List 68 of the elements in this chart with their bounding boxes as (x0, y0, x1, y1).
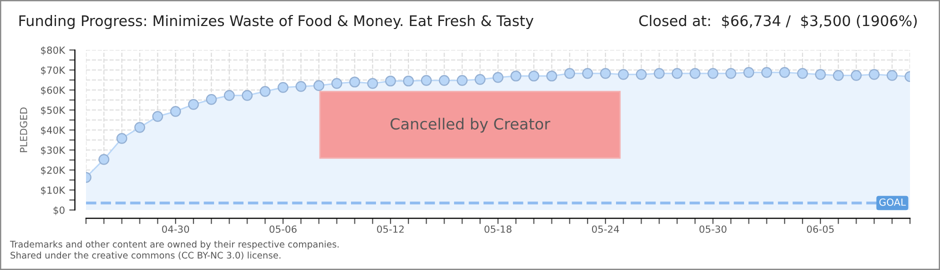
point (510, 70, 522, 82)
point (779, 66, 790, 78)
point (492, 72, 504, 83)
point (170, 106, 181, 117)
y-tick-label: $80K (41, 46, 66, 56)
point (278, 82, 288, 93)
point (832, 70, 844, 81)
y-tick-label: $40K (41, 126, 66, 136)
y-tick-label: $10K (41, 186, 66, 196)
point (456, 74, 468, 86)
x-tick-label: 05-06 (270, 225, 297, 233)
point (260, 86, 271, 97)
x-tick-label: 06-05 (806, 225, 834, 233)
ref-line-label: GOAL (879, 198, 906, 206)
point (474, 74, 486, 85)
point (403, 76, 414, 86)
point (134, 122, 146, 133)
point (98, 154, 110, 165)
x-tick-label: 05-30 (699, 225, 726, 233)
point (708, 68, 718, 79)
text: Trademarks and other content are owned by their respective companies. (10, 240, 339, 250)
y-tick-label: $30K (41, 146, 66, 156)
point (761, 66, 772, 78)
point (690, 68, 700, 79)
point (188, 98, 199, 110)
x-tick-label: 05-12 (377, 225, 404, 233)
point (850, 70, 862, 81)
point (206, 94, 217, 105)
point (438, 74, 450, 86)
point (546, 70, 558, 82)
point (152, 110, 164, 122)
x-tick-label: 04-30 (162, 225, 190, 233)
point (725, 68, 736, 79)
y-axis-title: PLEDGED (20, 108, 28, 152)
x-tick-label: 05-18 (484, 225, 512, 233)
point (636, 68, 647, 80)
y-tick-label: $50K (41, 106, 66, 116)
x-tick-label: 05-24 (592, 225, 620, 233)
point (654, 68, 665, 79)
point (296, 80, 306, 92)
y-tick-label: $60K (41, 86, 66, 96)
point (582, 68, 593, 79)
annotation: Cancelled by Creator (390, 118, 550, 133)
text: Shared under the creative commons (CC BY-NC 3.0) license. (10, 252, 280, 260)
y-tick-label: $70K (41, 66, 66, 76)
point (420, 74, 432, 86)
point (886, 70, 898, 81)
point (313, 80, 324, 92)
y-tick-label: $20K (41, 166, 66, 176)
point (600, 68, 611, 79)
y-tick-label: $0 (54, 206, 65, 216)
point (815, 68, 826, 80)
point (868, 68, 880, 80)
point (672, 68, 683, 79)
point (564, 68, 576, 79)
chart-title: Funding Progress: Minimizes Waste of Food & Money. Eat Fresh & Tasty (19, 14, 534, 30)
point (224, 90, 235, 101)
point (385, 76, 396, 86)
point (242, 90, 253, 101)
point (349, 76, 360, 88)
point (367, 78, 378, 89)
point (743, 66, 754, 78)
point (331, 78, 342, 89)
point (116, 132, 128, 144)
point (797, 68, 808, 79)
point (618, 68, 629, 80)
chart-subtitle: Closed at: $66,734 / $3,500 (1906%) (639, 14, 917, 28)
point (528, 70, 540, 82)
